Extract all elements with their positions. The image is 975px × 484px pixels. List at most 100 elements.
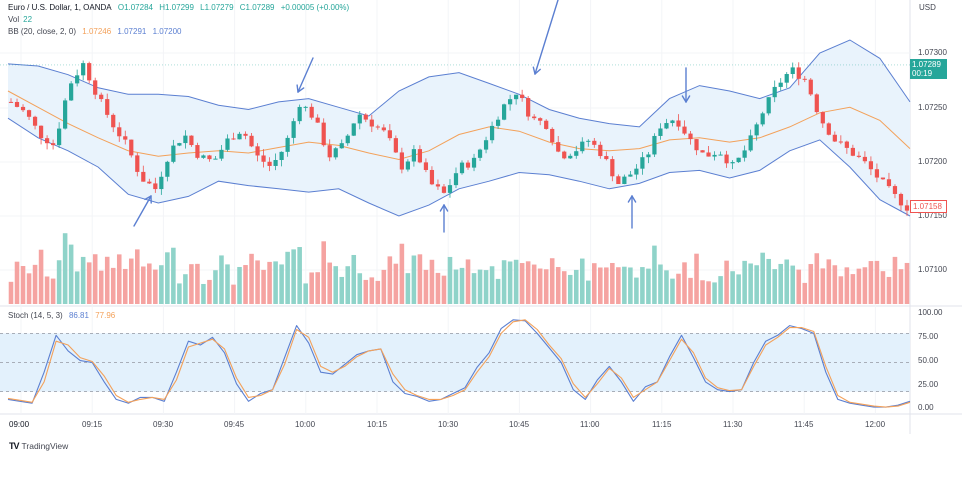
- volume-bar[interactable]: [814, 253, 820, 304]
- candle-body[interactable]: [153, 183, 158, 190]
- candle-body[interactable]: [892, 186, 898, 194]
- volume-bar[interactable]: [730, 271, 735, 304]
- volume-bar[interactable]: [219, 255, 224, 304]
- candle-body[interactable]: [838, 141, 843, 143]
- candle-body[interactable]: [495, 119, 501, 126]
- volume-bar[interactable]: [670, 278, 675, 304]
- chart-canvas[interactable]: [0, 0, 962, 434]
- volume-bar[interactable]: [291, 249, 296, 304]
- candle-body[interactable]: [249, 135, 254, 147]
- volume-bar[interactable]: [333, 266, 339, 304]
- volume-bar[interactable]: [664, 270, 669, 304]
- volume-bar[interactable]: [147, 263, 152, 304]
- candle-body[interactable]: [562, 151, 567, 159]
- volume-bar[interactable]: [98, 270, 104, 304]
- volume-bar[interactable]: [153, 269, 158, 304]
- volume-bar[interactable]: [405, 273, 411, 304]
- candle-body[interactable]: [38, 125, 44, 139]
- candle-body[interactable]: [790, 67, 795, 75]
- volume-bar[interactable]: [543, 269, 549, 304]
- volume-bar[interactable]: [471, 273, 477, 304]
- candle-body[interactable]: [459, 162, 465, 174]
- volume-bar[interactable]: [273, 261, 278, 304]
- candle-body[interactable]: [81, 63, 86, 76]
- candle-body[interactable]: [802, 78, 807, 80]
- candle-body[interactable]: [369, 119, 374, 127]
- volume-bar[interactable]: [231, 284, 236, 304]
- candle-body[interactable]: [550, 128, 555, 143]
- volume-bar[interactable]: [880, 271, 886, 304]
- candle-body[interactable]: [862, 156, 868, 162]
- candle-body[interactable]: [754, 124, 759, 136]
- candle-body[interactable]: [814, 94, 819, 113]
- volume-bar[interactable]: [628, 267, 633, 304]
- candle-body[interactable]: [411, 149, 417, 162]
- volume-bar[interactable]: [796, 269, 802, 304]
- volume-bar[interactable]: [748, 263, 753, 304]
- candle-body[interactable]: [640, 157, 645, 169]
- volume-bar[interactable]: [141, 266, 146, 304]
- candle-body[interactable]: [231, 138, 236, 140]
- volume-bar[interactable]: [279, 264, 284, 304]
- candle-body[interactable]: [712, 154, 717, 157]
- candle-body[interactable]: [141, 171, 146, 182]
- symbol-title[interactable]: Euro / U.S. Dollar, 1, OANDA: [8, 3, 112, 12]
- candle-body[interactable]: [538, 118, 543, 121]
- candle-body[interactable]: [526, 98, 531, 117]
- volume-bar[interactable]: [742, 260, 747, 304]
- candle-body[interactable]: [69, 83, 74, 101]
- candle-body[interactable]: [850, 147, 855, 156]
- candle-body[interactable]: [628, 174, 633, 177]
- candle-body[interactable]: [165, 161, 170, 177]
- candle-body[interactable]: [129, 139, 134, 156]
- candle-body[interactable]: [646, 154, 651, 158]
- candle-body[interactable]: [880, 177, 886, 180]
- bollinger-lower-line[interactable]: [7, 117, 911, 217]
- volume-bar[interactable]: [435, 272, 441, 304]
- volume-bar[interactable]: [249, 253, 254, 304]
- volume-bar[interactable]: [159, 265, 164, 304]
- volume-bar[interactable]: [56, 260, 62, 304]
- candle-body[interactable]: [471, 157, 477, 168]
- volume-bar[interactable]: [898, 269, 904, 304]
- candle-body[interactable]: [784, 74, 789, 83]
- volume-bar[interactable]: [886, 276, 892, 304]
- candle-body[interactable]: [123, 136, 128, 140]
- candle-body[interactable]: [297, 106, 302, 122]
- volume-bar[interactable]: [44, 276, 50, 304]
- candle-body[interactable]: [574, 151, 579, 156]
- candle-body[interactable]: [682, 126, 687, 134]
- candle-body[interactable]: [57, 128, 62, 146]
- volume-bar[interactable]: [357, 273, 363, 304]
- volume-bar[interactable]: [303, 283, 308, 304]
- volume-bar[interactable]: [549, 258, 555, 304]
- candle-body[interactable]: [285, 137, 290, 152]
- candle-body[interactable]: [423, 162, 429, 170]
- volume-bar[interactable]: [189, 264, 194, 304]
- candle-body[interactable]: [694, 139, 699, 151]
- candle-body[interactable]: [219, 149, 224, 159]
- volume-bar[interactable]: [122, 268, 128, 304]
- candle-body[interactable]: [634, 168, 639, 175]
- candle-body[interactable]: [261, 155, 266, 162]
- volume-bar[interactable]: [195, 263, 200, 304]
- candle-body[interactable]: [772, 86, 777, 98]
- candle-body[interactable]: [213, 158, 218, 160]
- volume-bar[interactable]: [171, 247, 176, 304]
- candle-body[interactable]: [339, 143, 344, 149]
- candle-body[interactable]: [93, 80, 98, 95]
- candle-body[interactable]: [399, 152, 404, 170]
- volume-bar[interactable]: [453, 269, 459, 304]
- candle-body[interactable]: [87, 63, 92, 81]
- candle-body[interactable]: [135, 155, 140, 172]
- candle-body[interactable]: [375, 126, 380, 128]
- candle-body[interactable]: [8, 101, 14, 103]
- candle-body[interactable]: [99, 94, 104, 100]
- candle-body[interactable]: [417, 149, 423, 163]
- candle-body[interactable]: [610, 159, 615, 177]
- bb-legend[interactable]: BB (20, close, 2, 0) 1.07246 1.07291 1.0…: [8, 27, 186, 37]
- volume-bar[interactable]: [74, 271, 80, 304]
- volume-bar[interactable]: [844, 267, 850, 304]
- volume-bar[interactable]: [676, 273, 681, 304]
- volume-bar[interactable]: [26, 273, 32, 304]
